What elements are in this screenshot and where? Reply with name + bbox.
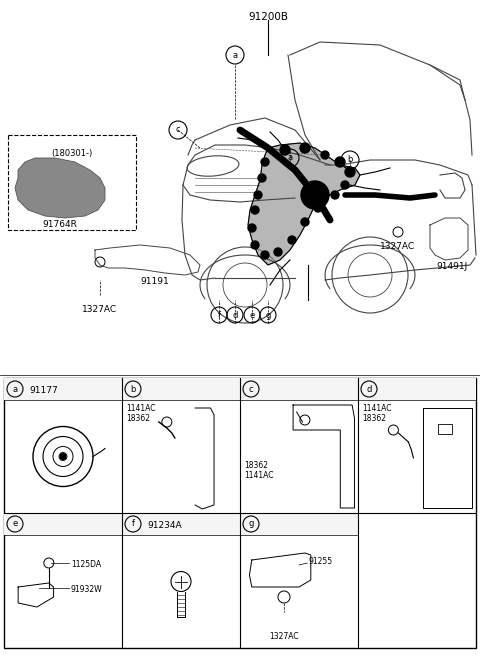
Text: 18362: 18362 <box>244 461 268 470</box>
Text: 1125DA: 1125DA <box>71 560 101 569</box>
Text: 1141AC: 1141AC <box>362 404 392 413</box>
Bar <box>358 378 476 400</box>
Text: 91764R: 91764R <box>43 220 77 229</box>
Text: a: a <box>288 154 293 163</box>
Circle shape <box>301 181 329 209</box>
Text: e: e <box>250 310 254 319</box>
Circle shape <box>261 251 269 259</box>
Bar <box>4 378 476 648</box>
Text: 91177: 91177 <box>29 386 58 395</box>
Circle shape <box>341 181 349 189</box>
Circle shape <box>280 145 290 155</box>
Text: 1327AC: 1327AC <box>269 632 299 641</box>
Text: d: d <box>232 310 238 319</box>
Circle shape <box>254 191 262 199</box>
Circle shape <box>335 157 345 167</box>
Circle shape <box>321 151 329 159</box>
Text: b: b <box>348 155 353 165</box>
Circle shape <box>251 206 259 214</box>
Circle shape <box>261 158 269 166</box>
Text: 1327AC: 1327AC <box>381 242 416 251</box>
Text: 91491J: 91491J <box>436 262 468 271</box>
Bar <box>8 135 136 230</box>
Text: 18362: 18362 <box>126 414 150 423</box>
Text: g: g <box>248 520 254 529</box>
Circle shape <box>251 241 259 249</box>
Text: 1327AC: 1327AC <box>83 305 118 314</box>
Circle shape <box>314 204 322 212</box>
Text: c: c <box>176 125 180 134</box>
Polygon shape <box>15 158 105 218</box>
Text: 91932W: 91932W <box>71 585 103 594</box>
Bar <box>4 378 122 400</box>
Circle shape <box>274 248 282 256</box>
Circle shape <box>331 191 339 199</box>
Bar <box>4 513 122 535</box>
Circle shape <box>248 224 256 232</box>
Text: a: a <box>12 384 18 394</box>
Bar <box>438 424 452 434</box>
Text: e: e <box>12 520 18 529</box>
Text: c: c <box>249 384 253 394</box>
Text: a: a <box>232 51 238 60</box>
Bar <box>122 378 240 400</box>
Text: 1141AC: 1141AC <box>126 404 156 413</box>
Circle shape <box>300 143 310 153</box>
Circle shape <box>258 174 266 182</box>
Circle shape <box>60 453 66 459</box>
Bar <box>240 513 358 535</box>
Text: (180301-): (180301-) <box>51 149 93 158</box>
Polygon shape <box>248 143 360 265</box>
Circle shape <box>288 236 296 244</box>
Text: 18362: 18362 <box>362 414 386 423</box>
Text: b: b <box>130 384 136 394</box>
Bar <box>240 378 358 400</box>
Text: 91255: 91255 <box>309 557 333 566</box>
Text: 91191: 91191 <box>141 277 169 286</box>
Circle shape <box>345 167 355 177</box>
Text: 91200B: 91200B <box>248 12 288 22</box>
Text: 1141AC: 1141AC <box>244 472 274 480</box>
Text: d: d <box>366 384 372 394</box>
Text: f: f <box>217 310 220 319</box>
Text: f: f <box>132 520 134 529</box>
Circle shape <box>301 218 309 226</box>
Bar <box>122 513 240 535</box>
Text: 91234A: 91234A <box>147 521 181 530</box>
Text: g: g <box>265 310 271 319</box>
